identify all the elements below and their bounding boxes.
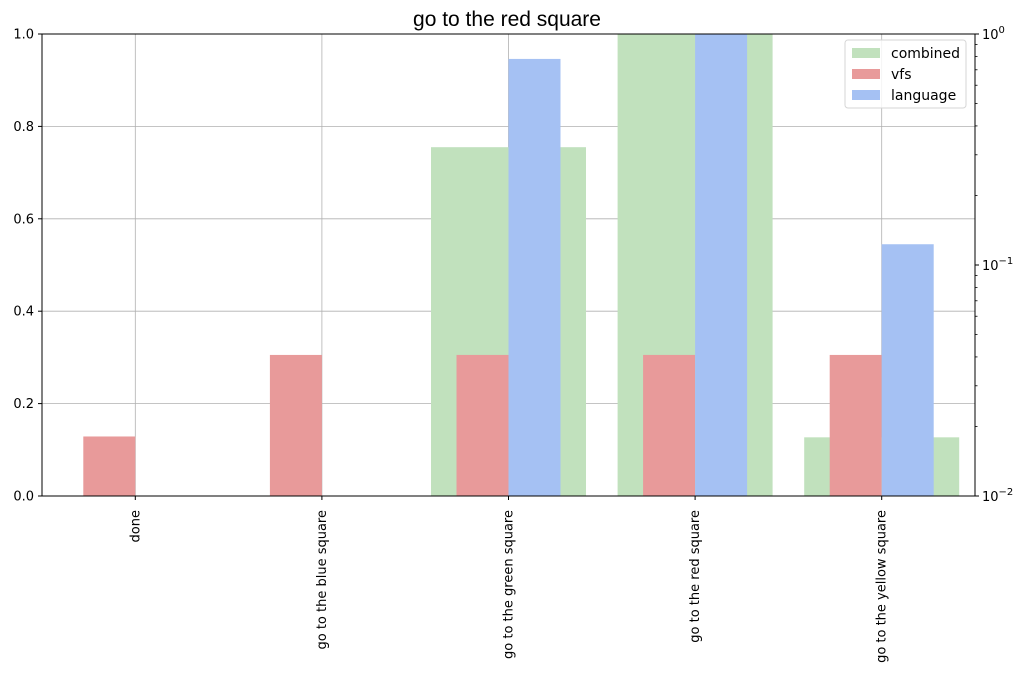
y2-tick-label: 10−1 — [982, 256, 1013, 274]
y-tick-label: 0.4 — [13, 305, 34, 320]
y-tick-label: 0.0 — [13, 490, 34, 505]
legend: combined vfs language — [844, 39, 967, 109]
y2-tick-label: 100 — [982, 25, 1005, 43]
bar-vfs — [829, 354, 882, 496]
bar-vfs — [456, 354, 509, 496]
x-tick-label: go to the red square — [688, 510, 703, 643]
y-tick-label: 0.2 — [13, 397, 34, 412]
x-tick-label: go to the yellow square — [875, 510, 890, 663]
bars — [83, 34, 960, 496]
bar-vfs — [643, 354, 696, 496]
legend-label-combined: combined — [891, 46, 960, 62]
x-tick-label: go to the blue square — [315, 510, 330, 650]
x-tick-label: done — [128, 510, 143, 542]
y-tick-label: 1.0 — [13, 28, 34, 43]
y2-tick-label: 10−2 — [982, 487, 1013, 505]
bar-vfs — [83, 436, 136, 496]
legend-swatch-language — [852, 90, 880, 100]
chart-title: go to the red square — [413, 8, 601, 31]
y-tick-label: 0.6 — [13, 212, 34, 227]
legend-swatch-vfs — [852, 69, 880, 79]
bar-vfs — [269, 354, 322, 496]
legend-swatch-combined — [852, 48, 880, 58]
legend-label-language: language — [891, 88, 956, 104]
bar-language — [695, 34, 748, 496]
bar-language — [881, 244, 934, 496]
axes: 0.0 0.2 0.4 0.6 0.8 1.0 10−2 10−1 100 done go to t… — [13, 25, 1013, 663]
bar-language — [508, 58, 561, 496]
x-tick-label: go to the green square — [502, 510, 517, 659]
y-tick-label: 0.8 — [13, 120, 34, 135]
legend-label-vfs: vfs — [891, 67, 912, 83]
